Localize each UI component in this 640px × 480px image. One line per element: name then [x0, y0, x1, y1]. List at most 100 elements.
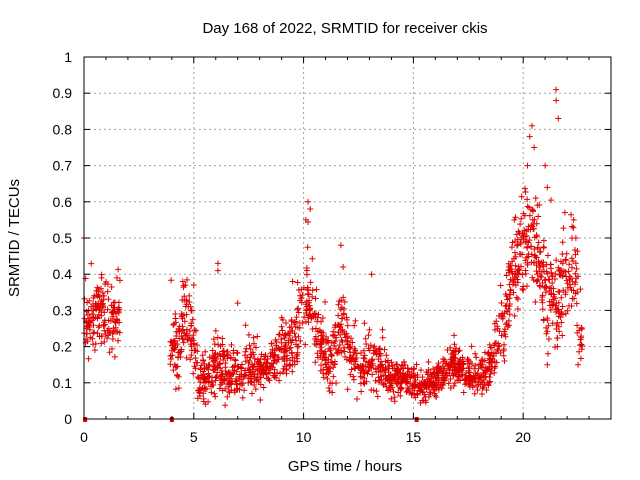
data-point	[451, 354, 458, 361]
data-point	[108, 345, 115, 352]
data-point	[192, 355, 199, 362]
data-point	[339, 315, 346, 322]
data-point-peak	[526, 133, 533, 140]
data-point	[276, 377, 283, 384]
data-point	[314, 314, 321, 321]
data-point	[447, 375, 454, 382]
data-point	[375, 368, 382, 375]
data-point	[173, 333, 180, 340]
data-point	[303, 310, 310, 317]
data-point	[294, 279, 301, 286]
data-point	[503, 302, 510, 309]
data-point	[508, 244, 515, 251]
data-point	[500, 352, 507, 359]
data-point	[459, 371, 466, 378]
data-point	[200, 390, 207, 397]
data-point	[171, 361, 178, 368]
data-point	[351, 322, 358, 329]
data-point	[524, 243, 531, 250]
data-point	[483, 387, 490, 394]
data-point	[217, 360, 224, 367]
data-point	[199, 384, 206, 391]
data-point	[539, 280, 546, 287]
data-point	[263, 359, 270, 366]
data-point	[242, 322, 249, 329]
data-point	[283, 361, 290, 368]
data-point	[439, 381, 446, 388]
data-point	[98, 340, 105, 347]
data-point	[104, 281, 111, 288]
data-point	[208, 378, 215, 385]
data-point	[230, 370, 237, 377]
data-point	[271, 366, 278, 373]
data-point	[194, 348, 201, 355]
data-point	[441, 356, 448, 363]
data-point	[335, 329, 342, 336]
data-point	[344, 322, 351, 329]
data-point	[303, 267, 310, 274]
data-point	[207, 383, 214, 390]
data-point	[283, 370, 290, 377]
data-point	[104, 288, 111, 295]
data-point	[540, 243, 547, 250]
data-point	[535, 239, 542, 246]
data-point	[542, 283, 549, 290]
data-point	[95, 324, 102, 331]
data-point	[278, 336, 285, 343]
data-point	[452, 348, 459, 355]
data-point	[115, 266, 122, 273]
data-point	[393, 361, 400, 368]
data-point	[226, 371, 233, 378]
data-point	[208, 389, 215, 396]
data-point	[401, 358, 408, 365]
data-point	[435, 360, 442, 367]
data-point	[421, 384, 428, 391]
data-point	[551, 295, 558, 302]
data-point	[330, 364, 337, 371]
data-point	[96, 293, 103, 300]
data-point	[381, 346, 388, 353]
data-point	[495, 340, 502, 347]
data-point	[346, 344, 353, 351]
data-point	[563, 250, 570, 257]
data-point	[99, 300, 106, 307]
data-point	[91, 292, 98, 299]
data-point	[170, 338, 177, 345]
data-point	[269, 346, 276, 353]
data-point	[402, 362, 409, 369]
data-point	[507, 276, 514, 283]
data-point	[498, 299, 505, 306]
data-point	[545, 336, 552, 343]
y-tick-label: 0.6	[53, 194, 73, 210]
data-point	[256, 365, 263, 372]
data-point	[531, 216, 538, 223]
data-point	[114, 317, 121, 324]
data-point	[413, 361, 420, 368]
data-point	[225, 388, 232, 395]
data-point	[543, 324, 550, 331]
data-point	[211, 390, 218, 397]
data-point	[295, 305, 302, 312]
data-point	[560, 272, 567, 279]
data-point	[252, 386, 259, 393]
data-point	[543, 268, 550, 275]
data-point	[479, 385, 486, 392]
data-point	[96, 307, 103, 314]
data-point	[511, 274, 518, 281]
data-point	[315, 311, 322, 318]
data-point	[167, 338, 174, 345]
data-point	[559, 332, 566, 339]
data-point	[494, 323, 501, 330]
data-point	[341, 348, 348, 355]
data-point	[576, 348, 583, 355]
data-point	[472, 350, 479, 357]
data-point	[309, 325, 316, 332]
data-point	[569, 223, 576, 230]
data-point	[506, 281, 513, 288]
data-point	[527, 226, 534, 233]
data-point	[219, 387, 226, 394]
data-point	[469, 382, 476, 389]
data-point	[359, 374, 366, 381]
data-point	[351, 365, 358, 372]
data-point-peak	[555, 115, 562, 122]
